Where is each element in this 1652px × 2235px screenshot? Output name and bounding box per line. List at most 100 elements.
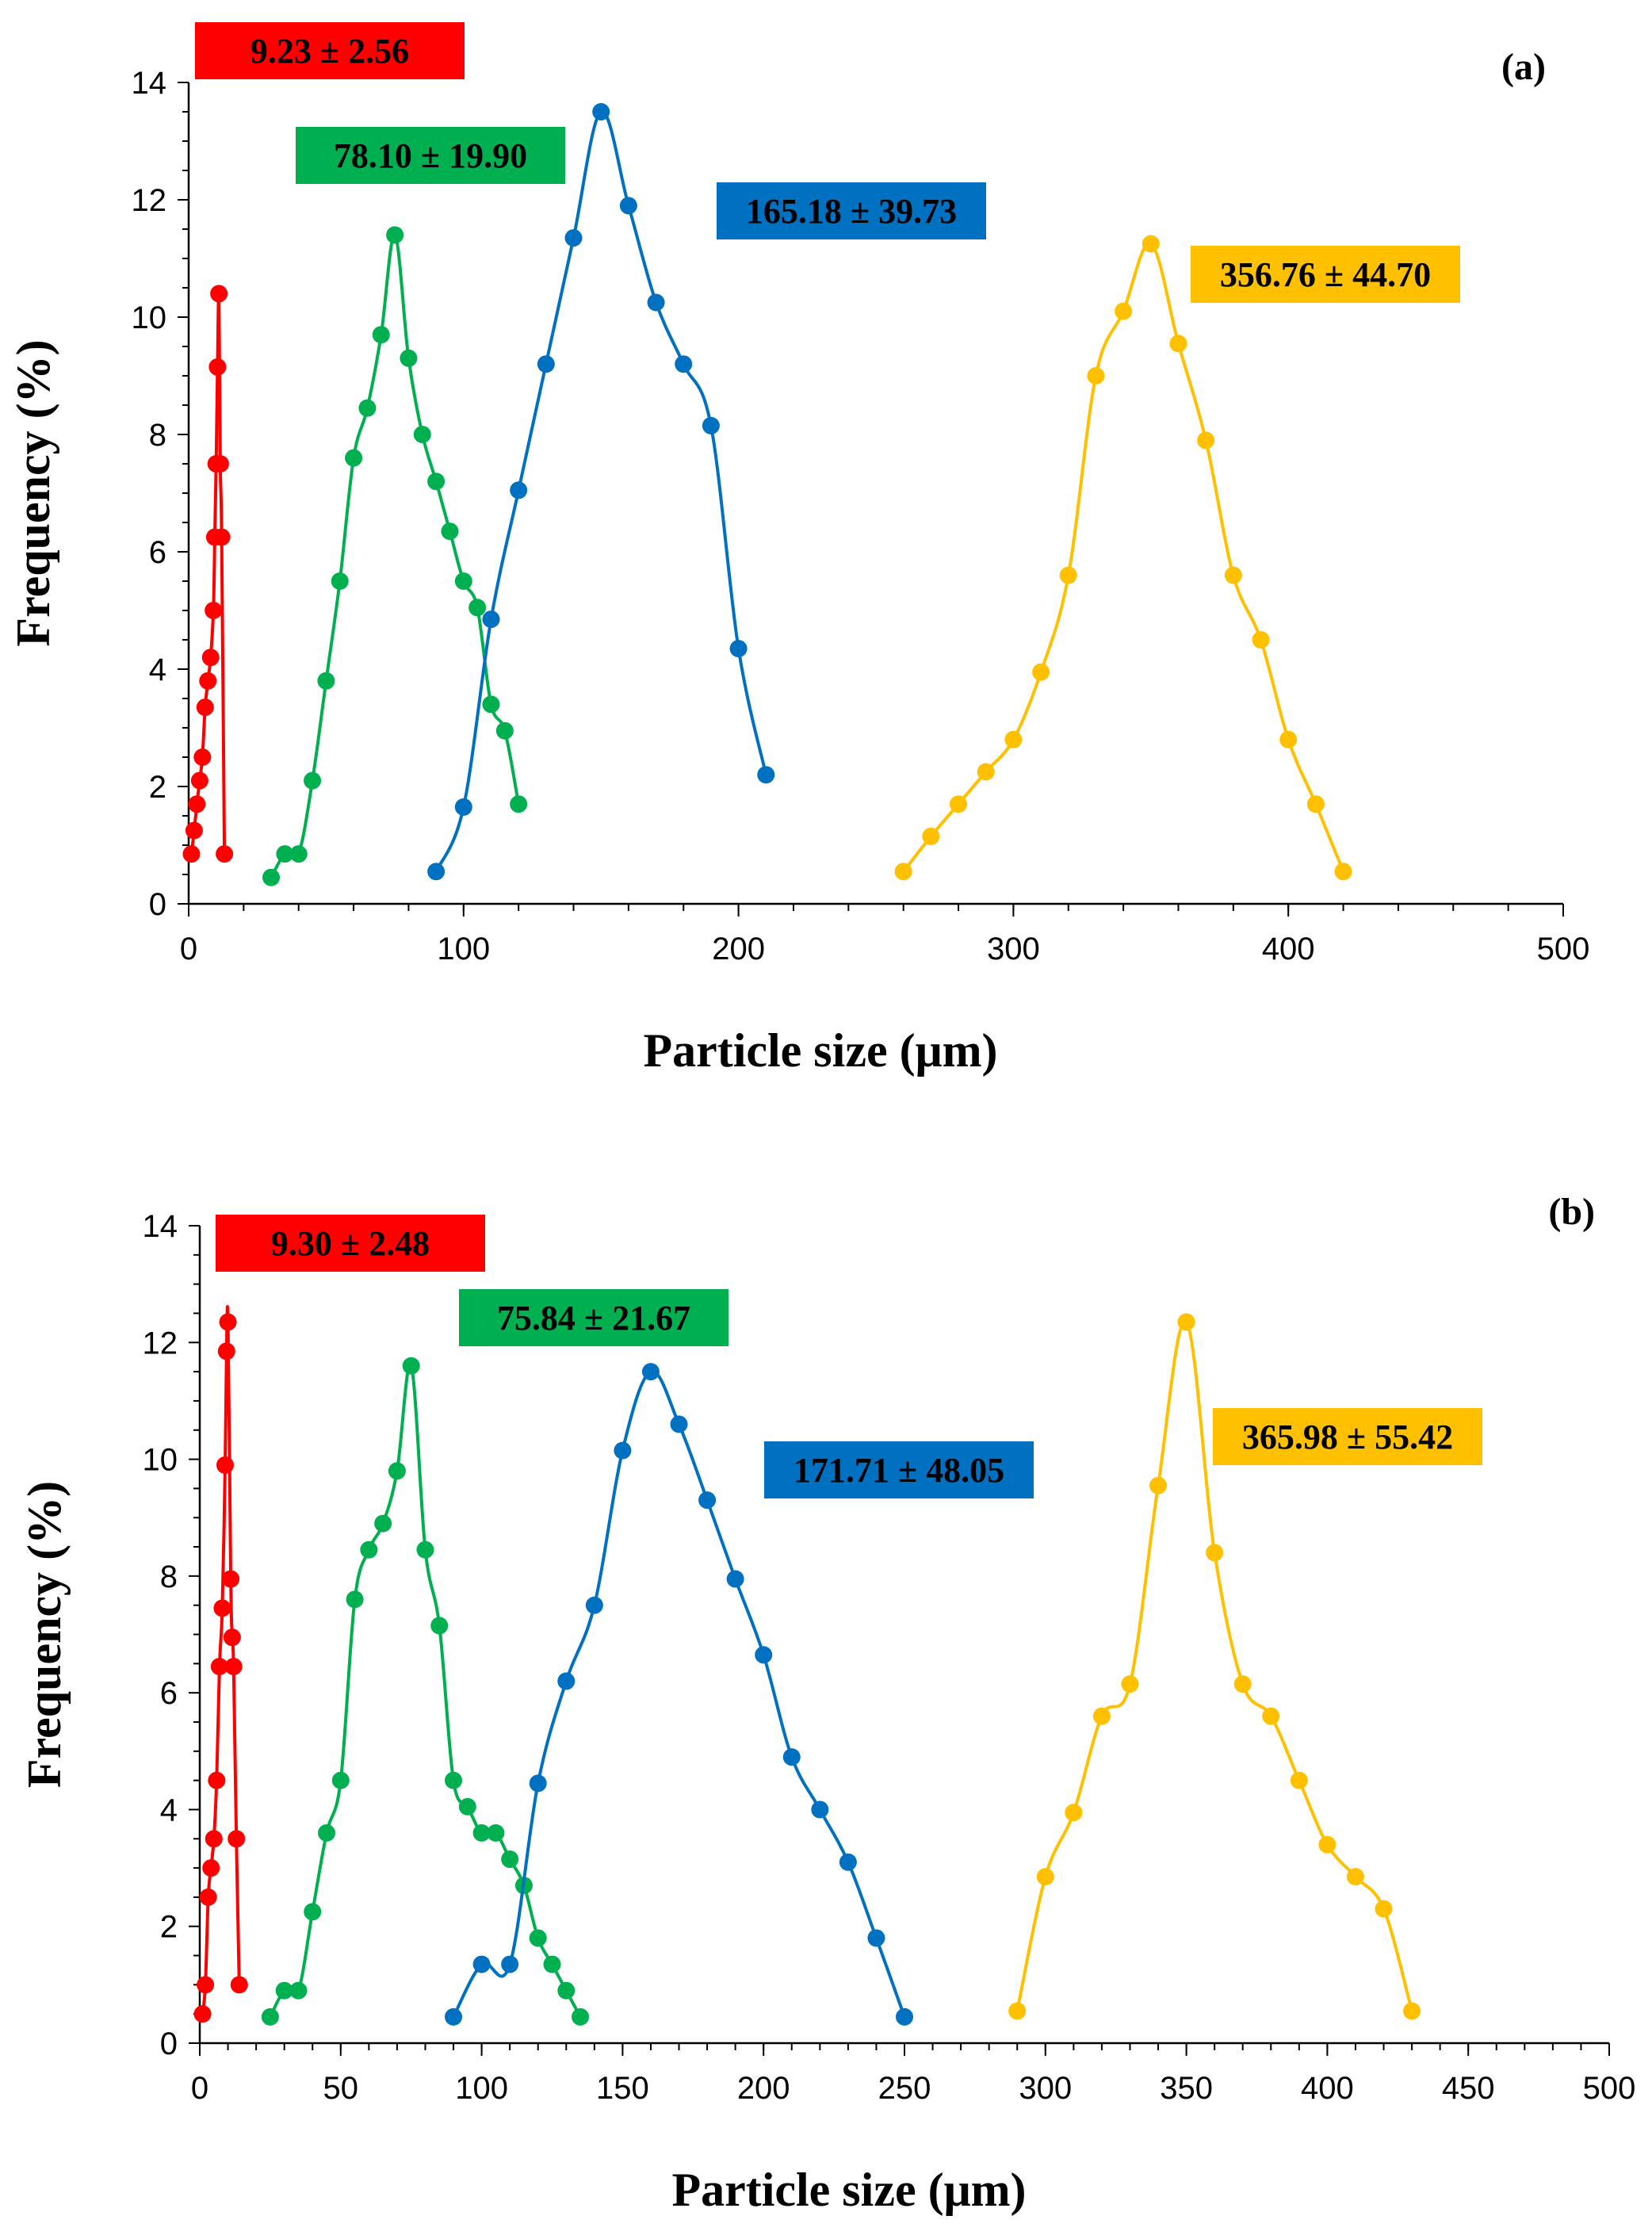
data-point-green bbox=[445, 1771, 463, 1789]
x-tick-label: 0 bbox=[191, 2071, 208, 2106]
data-point-blue bbox=[896, 2007, 913, 2026]
data-point-yellow bbox=[1059, 566, 1077, 584]
x-tick-label: 500 bbox=[1537, 932, 1590, 966]
y-tick-label: 8 bbox=[149, 418, 166, 453]
label-box-bg bbox=[1213, 1408, 1482, 1465]
data-point-yellow bbox=[1318, 1835, 1337, 1854]
data-point-green bbox=[261, 2007, 279, 2026]
x-tick-label: 400 bbox=[1301, 2071, 1354, 2106]
data-point-red bbox=[193, 748, 212, 766]
x-tick-label: 450 bbox=[1442, 2071, 1495, 2106]
data-point-green bbox=[346, 1590, 364, 1609]
data-point-red bbox=[205, 1830, 223, 1848]
label-box-text: 165.18 ± 39.73 bbox=[746, 192, 957, 231]
label-box-green: 75.84 ± 21.67 bbox=[459, 1289, 728, 1346]
data-point-red bbox=[190, 771, 208, 790]
data-point-green bbox=[543, 1955, 561, 1973]
data-point-green bbox=[331, 1771, 350, 1789]
data-point-red bbox=[201, 649, 220, 667]
data-point-blue bbox=[641, 1363, 660, 1381]
data-point-blue bbox=[675, 355, 693, 373]
label-box-text: 75.84 ± 21.67 bbox=[497, 1299, 690, 1338]
data-point-red bbox=[205, 602, 223, 619]
data-point-yellow bbox=[1403, 2002, 1421, 2020]
data-point-red bbox=[182, 845, 201, 863]
data-point-yellow bbox=[1279, 730, 1298, 748]
label-box-text: 9.30 ± 2.48 bbox=[271, 1224, 430, 1263]
data-point-blue bbox=[445, 2007, 463, 2026]
data-point-blue bbox=[501, 1955, 519, 1973]
data-point-green bbox=[482, 695, 500, 714]
data-point-yellow bbox=[1177, 1313, 1195, 1331]
data-point-green bbox=[416, 1540, 434, 1559]
data-point-green bbox=[262, 868, 281, 886]
data-point-yellow bbox=[1087, 367, 1105, 385]
data-point-green bbox=[472, 1824, 491, 1842]
data-point-yellow bbox=[1092, 1707, 1111, 1725]
data-point-green bbox=[360, 1540, 378, 1559]
data-point-yellow bbox=[1115, 302, 1133, 320]
data-point-red bbox=[208, 358, 227, 376]
data-point-blue bbox=[537, 355, 555, 373]
panel-b: 0 2 4 6 8 10 12 14 0 50 100 150 200 250 300 350 400 450 50… bbox=[18, 1191, 1635, 2216]
data-point-yellow bbox=[1306, 795, 1325, 813]
data-point-green bbox=[468, 599, 487, 617]
data-point-green bbox=[386, 226, 404, 244]
data-point-blue bbox=[698, 1491, 717, 1510]
data-point-green bbox=[572, 2007, 590, 2026]
data-point-blue bbox=[564, 229, 583, 247]
series-line-blue bbox=[434, 109, 768, 874]
series-yellow bbox=[894, 235, 1352, 881]
data-point-green bbox=[276, 845, 294, 863]
data-point-blue bbox=[755, 1646, 773, 1664]
x-axis-title: Particle size (μm) bbox=[643, 1024, 997, 1077]
data-point-red bbox=[212, 528, 231, 546]
data-point-blue bbox=[510, 481, 528, 499]
label-box-yellow: 356.76 ± 44.70 bbox=[1191, 246, 1460, 303]
data-point-yellow bbox=[1169, 335, 1187, 353]
series-red bbox=[193, 1305, 248, 2023]
label-box-bg bbox=[717, 182, 986, 239]
x-tick-label: 0 bbox=[180, 932, 197, 966]
data-point-red bbox=[211, 455, 229, 473]
data-point-red bbox=[210, 285, 228, 303]
data-point-yellow bbox=[1121, 1675, 1139, 1693]
label-box-text: 365.98 ± 55.42 bbox=[1242, 1418, 1453, 1456]
data-point-yellow bbox=[894, 863, 912, 881]
data-point-blue bbox=[729, 640, 748, 658]
data-point-red bbox=[213, 1599, 231, 1617]
label-box-blue: 165.18 ± 39.73 bbox=[717, 182, 986, 239]
x-tick-label: 150 bbox=[596, 2071, 649, 2106]
series-blue bbox=[427, 103, 775, 881]
data-point-yellow bbox=[922, 827, 940, 845]
data-point-green bbox=[374, 1514, 392, 1533]
y-tick-label: 0 bbox=[149, 887, 166, 922]
x-tick-label: 300 bbox=[1019, 2071, 1072, 2106]
x-tick-label: 50 bbox=[323, 2071, 359, 2106]
label-box-bg bbox=[459, 1289, 728, 1346]
y-tick-label: 2 bbox=[160, 1910, 178, 1945]
data-point-blue bbox=[529, 1774, 547, 1793]
data-point-green bbox=[454, 572, 472, 590]
label-box-text: 78.10 ± 19.90 bbox=[334, 136, 527, 175]
data-point-blue bbox=[811, 1801, 829, 1819]
label-box-blue: 171.71 ± 48.05 bbox=[764, 1441, 1034, 1498]
data-point-blue bbox=[427, 863, 446, 881]
x-tick-label: 350 bbox=[1160, 2071, 1213, 2106]
data-point-green bbox=[331, 572, 349, 590]
data-point-red bbox=[230, 1976, 248, 1994]
y-tick-label: 10 bbox=[132, 300, 167, 335]
series-yellow bbox=[1008, 1313, 1421, 2020]
data-point-green bbox=[495, 721, 514, 740]
y-tick-label: 12 bbox=[143, 1326, 178, 1361]
data-point-yellow bbox=[1346, 1868, 1364, 1886]
data-point-blue bbox=[702, 416, 720, 434]
data-point-green bbox=[358, 399, 377, 417]
data-point-green bbox=[402, 1357, 420, 1375]
label-box-text: 171.71 ± 48.05 bbox=[793, 1451, 1004, 1490]
data-point-yellow bbox=[1036, 1868, 1054, 1886]
data-point-green bbox=[557, 1981, 576, 2000]
data-point-yellow bbox=[1290, 1771, 1308, 1789]
